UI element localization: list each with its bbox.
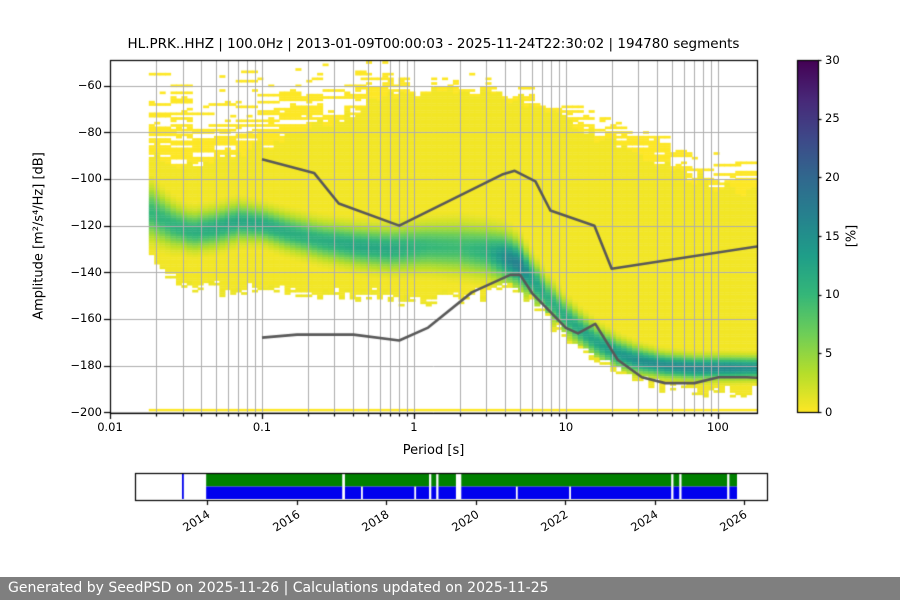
x-tick-label: 100: [706, 420, 729, 434]
colorbar-tick-label: 10: [825, 287, 840, 302]
x-tick-label: 0.01: [97, 420, 123, 434]
y-tick-label: −60: [77, 78, 102, 93]
colorbar-tick-label: 15: [825, 228, 840, 243]
y-tick-label: −100: [70, 171, 102, 186]
y-tick-label: −160: [70, 311, 102, 326]
y-axis-label: Amplitude [m²/s⁴/Hz] [dB]: [31, 152, 47, 320]
x-tick-label: 0.1: [252, 420, 272, 434]
colorbar-tick-label: 5: [825, 345, 833, 360]
footer-status-bar: Generated by SeedPSD on 2025-11-26 | Cal…: [0, 577, 900, 600]
colorbar-tick-label: 0: [825, 404, 833, 419]
y-tick-label: −80: [77, 124, 102, 139]
y-tick-label: −120: [70, 218, 102, 233]
colorbar-tick-label: 20: [825, 169, 840, 184]
x-tick-label: 1: [410, 420, 418, 434]
x-tick-label: 10: [558, 420, 574, 434]
x-axis-label: Period [s]: [402, 443, 465, 458]
y-tick-label: −180: [70, 358, 102, 373]
colorbar-tick-label: 30: [825, 52, 840, 67]
y-tick-label: −200: [70, 404, 102, 419]
y-tick-label: −140: [70, 264, 102, 279]
plot-title: HL.PRK..HHZ | 100.0Hz | 2013-01-09T00:00…: [127, 36, 740, 52]
colorbar-tick-label: 25: [825, 111, 840, 126]
